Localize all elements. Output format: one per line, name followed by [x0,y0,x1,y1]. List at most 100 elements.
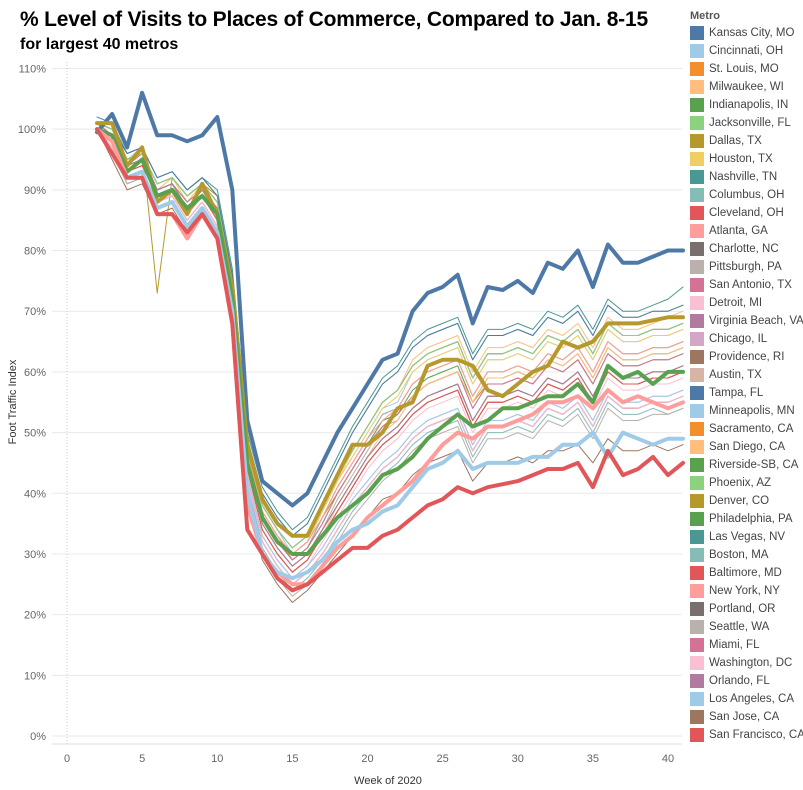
series-line-tampa-fl[interactable] [96,122,684,537]
series-line-los-angeles-ca[interactable] [95,127,685,581]
legend-item[interactable]: Columbus, OH [690,186,803,204]
legend-item[interactable]: Charlotte, NC [690,240,803,258]
x-tick-label: 35 [587,753,599,765]
legend-swatch [690,458,704,472]
legend-swatch [690,368,704,382]
series-line-baltimore-md[interactable] [96,128,684,573]
legend-label: Columbus, OH [709,189,785,201]
legend-item[interactable]: San Jose, CA [690,708,803,726]
legend-item[interactable]: Houston, TX [690,150,803,168]
series-line-washington-dc[interactable] [96,128,684,585]
series-line-kansas-city-mo[interactable] [95,90,685,508]
legend-item[interactable]: Atlanta, GA [690,222,803,240]
legend-item[interactable]: New York, NY [690,582,803,600]
legend-item[interactable]: Minneapolis, MN [690,402,803,420]
legend-item[interactable]: Nashville, TN [690,168,803,186]
x-tick-label: 40 [662,753,674,765]
legend-item[interactable]: Philadelphia, PA [690,510,803,528]
legend-item[interactable]: Indianapolis, IN [690,96,803,114]
legend-item[interactable]: Denver, CO [690,492,803,510]
legend-label: Riverside-SB, CA [709,459,799,471]
legend-item[interactable]: Tampa, FL [690,384,803,402]
series-line-providence-ri[interactable] [96,128,684,573]
legend-item[interactable]: Detroit, MI [690,294,803,312]
legend-item[interactable]: Austin, TX [690,366,803,384]
legend-item[interactable]: Phoenix, AZ [690,474,803,492]
legend-item[interactable]: Riverside-SB, CA [690,456,803,474]
series-line-pittsburgh-pa[interactable] [96,128,684,573]
x-tick-label: 15 [286,753,298,765]
legend-swatch [690,494,704,508]
legend-item[interactable]: San Diego, CA [690,438,803,456]
x-tick-label: 30 [512,753,524,765]
legend-label: San Diego, CA [709,441,786,453]
legend-swatch [690,674,704,688]
legend-title: Metro [690,10,720,22]
legend-item[interactable]: Pittsburgh, PA [690,258,803,276]
series-line-cleveland-oh[interactable] [96,128,684,573]
series-line-phoenix-az[interactable] [96,122,684,549]
legend-item[interactable]: Orlando, FL [690,672,803,690]
legend-swatch [690,584,704,598]
x-tick-label: 20 [361,753,373,765]
legend-swatch [690,296,704,310]
legend-label: Houston, TX [709,153,773,165]
legend-item[interactable]: Las Vegas, NV [690,528,803,546]
y-tick-label: 60% [24,367,46,379]
legend-item[interactable]: Chicago, IL [690,330,803,348]
series-line-detroit-mi[interactable] [96,128,684,579]
legend-label: Charlotte, NC [709,243,779,255]
y-tick-label: 30% [24,549,46,561]
legend-item[interactable]: Boston, MA [690,546,803,564]
series-layer [95,90,685,603]
legend-item[interactable]: San Antonio, TX [690,276,803,294]
series-line-chicago-il[interactable] [96,128,684,579]
legend-label: Atlanta, GA [709,225,768,237]
y-tick-label: 20% [24,610,46,622]
legend-item[interactable]: Cleveland, OH [690,204,803,222]
legend-item[interactable]: Dallas, TX [690,132,803,150]
legend-label: Tampa, FL [709,387,764,399]
legend-item[interactable]: Kansas City, MO [690,24,803,42]
legend-label: Washington, DC [709,657,793,669]
legend-label: Orlando, FL [709,675,770,687]
legend-label: Kansas City, MO [709,27,795,39]
series-line-denver-co[interactable] [95,121,685,538]
legend-label: San Francisco, CA [709,729,803,741]
legend-swatch [690,206,704,220]
series-line-san-diego-ca[interactable] [96,128,684,573]
legend-label: Providence, RI [709,351,785,363]
y-tick-label: 70% [24,306,46,318]
legend-item[interactable]: Los Angeles, CA [690,690,803,708]
series-line-san-francisco-ca[interactable] [95,127,685,593]
legend-swatch [690,44,704,58]
legend-item[interactable]: Milwaukee, WI [690,78,803,96]
legend-item[interactable]: Portland, OR [690,600,803,618]
legend-label: San Antonio, TX [709,279,792,291]
legend-label: Cincinnati, OH [709,45,784,57]
series-line-nashville-tn[interactable] [96,116,684,531]
legend-item[interactable]: Washington, DC [690,654,803,672]
legend-item[interactable]: Jacksonville, FL [690,114,803,132]
legend-item[interactable]: Miami, FL [690,636,803,654]
legend-label: Nashville, TN [709,171,778,183]
legend-label: Detroit, MI [709,297,763,309]
y-tick-label: 50% [24,428,46,440]
legend-item[interactable]: Seattle, WA [690,618,803,636]
legend-item[interactable]: Providence, RI [690,348,803,366]
legend-item[interactable]: Baltimore, MD [690,564,803,582]
legend: Metro Kansas City, MO Cincinnati, OH St. L… [690,10,803,744]
legend-item[interactable]: Sacramento, CA [690,420,803,438]
series-line-minneapolis-mn[interactable] [96,128,684,579]
legend-item[interactable]: Cincinnati, OH [690,42,803,60]
series-line-philadelphia-pa[interactable] [95,127,685,556]
series-line-houston-tx[interactable] [96,122,684,555]
legend-item[interactable]: Virginia Beach, VA [690,312,803,330]
legend-swatch [690,332,704,346]
legend-swatch [690,242,704,256]
legend-item[interactable]: St. Louis, MO [690,60,803,78]
legend-item[interactable]: San Francisco, CA [690,726,803,744]
x-tick-label: 0 [64,753,70,765]
legend-label: Philadelphia, PA [709,513,793,525]
legend-swatch [690,422,704,436]
